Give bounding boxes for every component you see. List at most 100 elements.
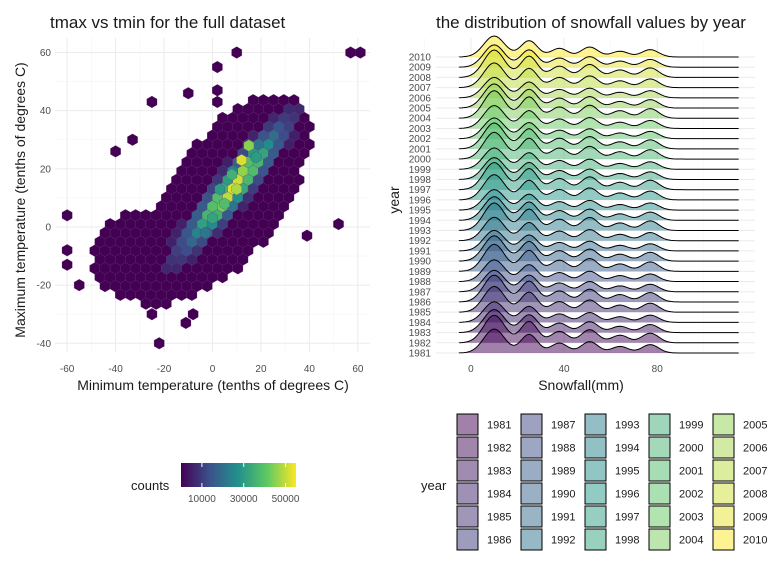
legend-key-label: 1988 [551,443,575,455]
legend-key-label: 1992 [551,535,575,547]
hexbin-bin [146,95,158,109]
ridgeline-y-tick-label: 2006 [409,93,432,104]
hexbin-bin [219,197,230,210]
ridgeline-x-axis-title: Snowfall(mm) [538,377,624,393]
legend-key-swatch [584,505,607,528]
legend-key-swatch [712,528,735,551]
hexbin-y-axis-title: Maximum temperature (tenths of degrees C… [12,62,28,337]
hexbin-bin [61,258,73,271]
legend-key-swatch [648,413,671,436]
hexbin-bin [333,218,344,231]
legend-key-label: 1989 [551,466,575,478]
ridge-line [458,90,739,119]
ridgeline-y-tick-label: 1996 [409,195,432,206]
hexbin-bin [301,229,313,242]
hexbin-y-tick-label: 40 [40,106,52,117]
ridgeline-y-tick-label: 1986 [409,297,432,308]
legend-key-label: 1990 [551,489,575,501]
hexbin-bin [61,244,73,257]
hexbin-bin [214,183,226,196]
ridgeline-y-tick-label: 1993 [409,226,432,237]
legend-key-label: 2009 [743,512,767,524]
hexbin-bin [61,209,73,222]
hexbin-x-tick-label: 60 [352,364,364,375]
legend-key-label: 2003 [679,512,703,524]
hexbin-x-axis-title: Minimum temperature (tenths of degrees C… [77,377,349,393]
hexbin-x-tick-label: -60 [60,364,75,375]
legend-key-swatch [712,482,735,505]
ridgeline-y-tick-label: 1987 [409,287,432,298]
ridgeline-y-tick-label: 1992 [409,236,432,247]
ridge-line [458,35,739,58]
hexbin-bin [146,308,158,321]
hexbin-bin [212,61,223,74]
ridgeline-panel: the distribution of snowfall values by y… [386,13,755,393]
legend-key-swatch [648,459,671,482]
legend-key-swatch [456,482,479,505]
ridge-line [458,147,739,170]
legend-key-label: 1994 [615,443,639,455]
ridge-fill [459,329,739,353]
ridgeline-y-tick-label: 2004 [409,114,432,125]
hexbin-cell [288,94,300,107]
hexbin-x-tick-label: 40 [304,364,316,375]
ridgeline-y-tick-label: 1981 [409,349,432,360]
legend-key-swatch [648,528,671,551]
ridge-line [458,76,739,99]
ridgeline-y-tick-label: 2010 [409,53,432,64]
hexbin-bin [73,279,85,292]
ridgeline-y-tick-label: 2003 [409,124,432,135]
ridgeline-x-tick-label: 80 [652,364,664,375]
ridgeline-y-tick-label: 1991 [409,246,432,257]
ridge-line [458,117,739,140]
ridge-line [458,174,739,201]
legend-key-label: 2000 [679,443,703,455]
legend-key-label: 2006 [743,443,767,455]
ridge-fill [459,174,739,200]
ridgeline-y-tick-label: 1995 [409,206,432,217]
ridge-line [458,83,739,109]
legend-key-swatch [712,505,735,528]
hexbin-bin [212,84,223,97]
legend-key-swatch [712,459,735,482]
ridgeline-y-tick-label: 1997 [409,185,432,196]
ridge-line [458,216,739,242]
legend-key-label: 1987 [551,420,575,432]
hexbin-bins [61,46,366,350]
ridgeline-y-tick-label: 1984 [409,318,432,329]
legend-key-label: 1995 [615,466,639,478]
legend-key-label: 1999 [679,420,703,432]
ridgeline-ridges [458,35,739,354]
hexbin-bin [207,212,218,225]
hexbin-title: tmax vs tmin for the full dataset [50,13,286,32]
ridgeline-y-tick-label: 1999 [409,165,432,176]
hexbin-bin [212,95,223,109]
colorbar-tick-label: 50000 [272,494,300,505]
legend-key-label: 1981 [487,420,511,432]
legend-key-swatch [520,459,543,482]
legend-key-label: 2004 [679,535,703,547]
ridgeline-y-tick-label: 2001 [409,144,432,155]
legend-key-label: 1997 [615,512,639,524]
legend-key-label: 1982 [487,443,511,455]
ridgeline-x-ticks: 0 40 80 [468,364,663,375]
colorbar-tick-label: 30000 [230,494,258,505]
ridgeline-y-tick-label: 1985 [409,308,432,319]
legend-key-swatch [520,528,543,551]
legend-key-swatch [456,436,479,459]
legend-key-swatch [520,505,543,528]
legend-key-swatch [712,413,735,436]
legend-key-label: 1983 [487,466,511,478]
ridge-line [458,202,739,232]
ridge-fill [459,286,739,313]
hexbin-bin [153,337,165,350]
legend-key-swatch [648,505,671,528]
ridge-line [458,157,739,180]
ridgeline-x-tick-label: 40 [559,364,571,375]
legend-key-swatch [520,413,543,436]
ridge-line [458,229,739,252]
hexbin-bin [250,151,262,164]
legend-key-label: 1993 [615,420,639,432]
year-legend-title: year [421,478,447,493]
